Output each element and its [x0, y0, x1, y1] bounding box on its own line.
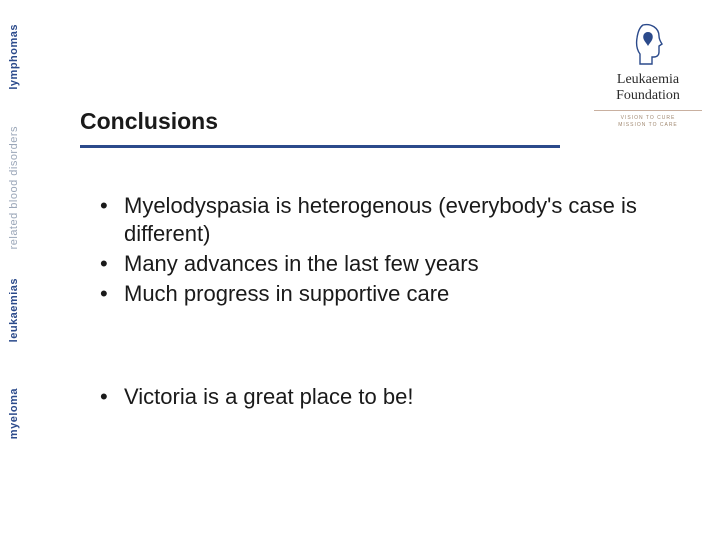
sidebar-word-related: related blood disorders [8, 126, 20, 249]
org-logo: Leukaemia Foundation VISION TO CURE MISS… [594, 22, 702, 129]
slide-title: Conclusions [80, 108, 590, 135]
slide-header: Conclusions [80, 108, 590, 148]
logo-name-line2: Foundation [594, 88, 702, 104]
logo-head-icon [629, 22, 667, 66]
bullet-item: Myelodyspasia is heterogenous (everybody… [96, 192, 660, 248]
sidebar-word-leukaemias: leukaemias [8, 278, 20, 342]
sidebar-word-lymphomas: lymphomas [8, 24, 20, 90]
logo-tag1: VISION TO CURE [594, 115, 702, 122]
sidebar-word-myeloma: myeloma [8, 388, 20, 439]
sidebar: lymphomas related blood disorders leukae… [0, 0, 56, 540]
logo-tag2: MISSION TO CARE [594, 122, 702, 129]
slide-body: Myelodyspasia is heterogenous (everybody… [96, 192, 660, 413]
title-underline [80, 145, 560, 148]
logo-name-line1: Leukaemia [594, 72, 702, 88]
bullet-item: Victoria is a great place to be! [96, 383, 660, 411]
bullet-item: Many advances in the last few years [96, 250, 660, 278]
bullet-group-1: Myelodyspasia is heterogenous (everybody… [96, 192, 660, 309]
bullet-group-2: Victoria is a great place to be! [96, 383, 660, 411]
bullet-item: Much progress in supportive care [96, 280, 660, 308]
logo-tagline: VISION TO CURE MISSION TO CARE [594, 110, 702, 129]
